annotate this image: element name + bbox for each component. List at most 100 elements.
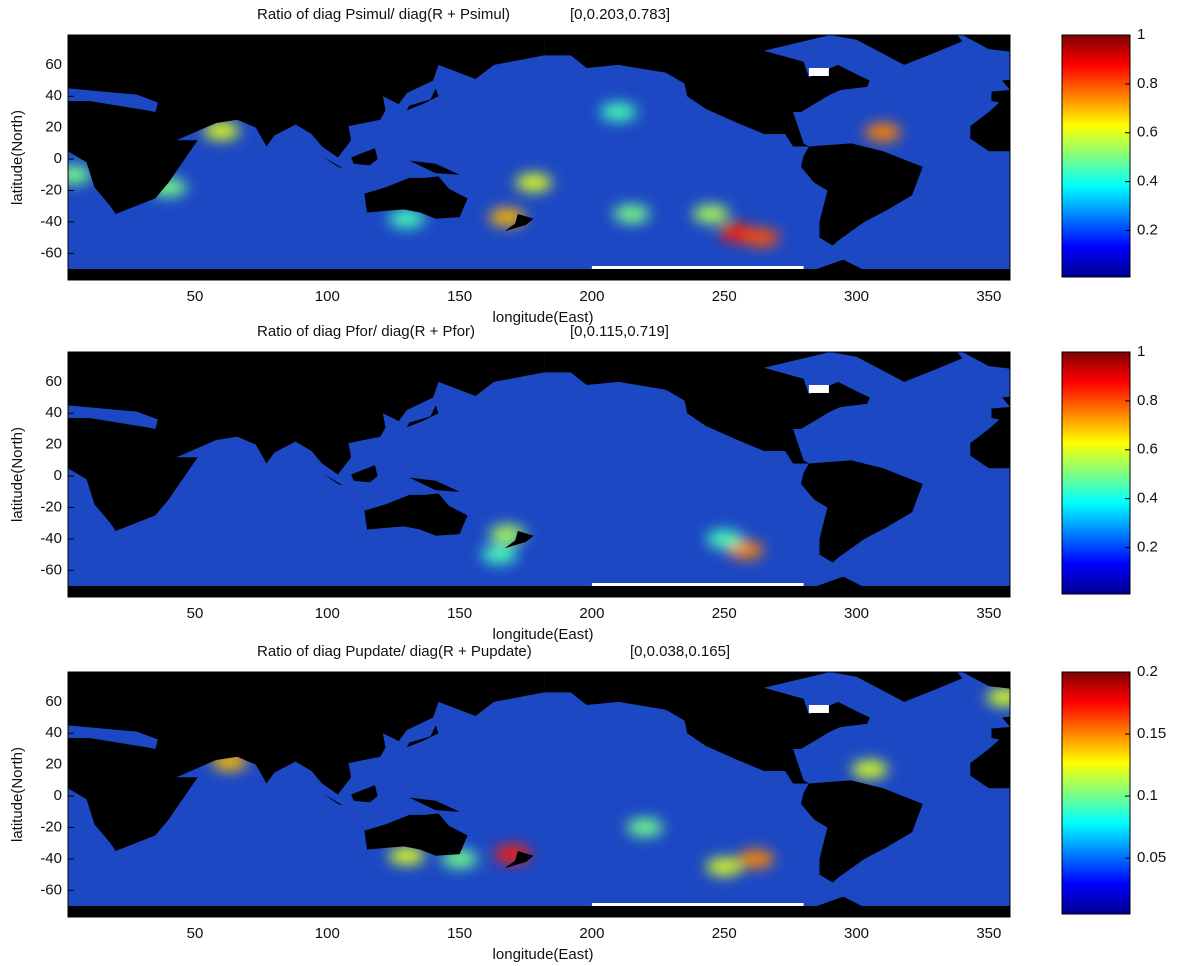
axes-frame (67, 34, 1011, 281)
sea-ice (808, 67, 829, 76)
colorbar-tick-label: 0.6 (1137, 124, 1158, 141)
x-axis-label: longitude(East) (493, 946, 594, 963)
x-tick-label: 300 (844, 925, 869, 942)
land (351, 148, 378, 166)
land (351, 785, 378, 803)
land (68, 417, 198, 532)
land (314, 468, 344, 486)
colorbar-tick-label: 0.1 (1137, 787, 1158, 804)
land (504, 851, 534, 869)
land (962, 352, 1010, 469)
land (351, 465, 378, 483)
chart-title: Ratio of diag Psimul/ diag(R + Psimul) (257, 6, 510, 23)
chart-title: Ratio of diag Pfor/ diag(R + Pfor) (257, 323, 475, 340)
x-tick-label: 250 (712, 925, 737, 942)
x-tick-label: 100 (315, 288, 340, 305)
y-tick-label: 20 (45, 119, 62, 136)
colorbar-tick-label: 0.8 (1137, 392, 1158, 409)
x-tick-label: 50 (187, 605, 204, 622)
y-tick-label: -60 (40, 561, 62, 578)
map-area (68, 672, 1010, 917)
land (544, 352, 870, 464)
y-tick-label: 0 (54, 150, 62, 167)
hotspot (481, 545, 518, 564)
land (406, 725, 439, 748)
land (830, 35, 963, 65)
land (800, 460, 923, 563)
land (68, 672, 545, 795)
colorbar-tick-label: 0.8 (1137, 75, 1158, 92)
sea-ice (808, 384, 829, 393)
x-tick-label: 350 (976, 288, 1001, 305)
y-tick-label: 40 (45, 87, 62, 104)
colorbar-tick-label: 0.05 (1137, 849, 1166, 866)
land (409, 160, 460, 175)
land (409, 797, 460, 812)
hotspot (600, 102, 637, 121)
colorbar-tick-label: 0.2 (1137, 222, 1158, 239)
x-tick-label: 300 (844, 288, 869, 305)
hotspot (851, 760, 888, 779)
y-tick-label: -60 (40, 244, 62, 261)
y-tick-label: -40 (40, 530, 62, 547)
land (68, 35, 545, 158)
land (962, 672, 1010, 789)
colorbar-tick-label: 1 (1137, 26, 1145, 43)
x-tick-label: 150 (447, 925, 472, 942)
y-axis-label: latitude(North) (9, 427, 26, 522)
land (544, 35, 870, 147)
colorbar-tick-label: 1 (1137, 343, 1145, 360)
sea-ice (591, 266, 804, 270)
x-tick-label: 200 (579, 925, 604, 942)
land (406, 405, 439, 428)
hotspot (388, 209, 425, 228)
colorbar (1061, 671, 1131, 915)
y-tick-label: -20 (40, 498, 62, 515)
hotspot (613, 205, 650, 224)
land (830, 672, 963, 702)
land (830, 352, 963, 382)
colorbar (1061, 351, 1131, 595)
hotspots (68, 102, 901, 247)
y-tick-label: -40 (40, 213, 62, 230)
y-axis-label: latitude(North) (9, 110, 26, 205)
x-tick-label: 250 (712, 288, 737, 305)
axes-frame (67, 351, 1011, 598)
range-annotation: [0,0.038,0.165] (630, 643, 730, 660)
hotspots (481, 525, 764, 564)
land (68, 352, 545, 475)
map-area (68, 352, 1010, 597)
y-tick-label: -40 (40, 850, 62, 867)
land (68, 906, 1010, 917)
hotspot (388, 846, 425, 865)
hotspot (626, 818, 663, 837)
x-tick-label: 100 (315, 605, 340, 622)
range-annotation: [0,0.203,0.783] (570, 6, 670, 23)
hotspot (515, 173, 552, 192)
hotspot (986, 688, 1010, 707)
colorbar-tick-label: 0.2 (1137, 663, 1158, 680)
hotspot (864, 123, 901, 142)
range-annotation: [0,0.115,0.719] (570, 323, 669, 340)
x-tick-label: 100 (315, 925, 340, 942)
colorbar (1061, 34, 1131, 278)
land (816, 896, 862, 907)
land (68, 269, 1010, 280)
land (504, 214, 534, 232)
land (364, 813, 468, 856)
land (68, 100, 198, 215)
colorbar-tick-label: 0.4 (1137, 173, 1158, 190)
hotspot (706, 857, 743, 876)
y-tick-label: -20 (40, 818, 62, 835)
land (504, 531, 534, 549)
x-tick-label: 350 (976, 605, 1001, 622)
sea-ice (591, 583, 804, 587)
panel: 50 100 150 200 250 300 350 -60 -40 -20 0 20 40 60 long… (9, 643, 1166, 963)
panel: 50 100 150 200 250 300 350 -60 -40 -20 0 20 40 60 long… (9, 6, 1158, 326)
y-tick-label: 60 (45, 56, 62, 73)
land (314, 151, 344, 169)
y-tick-label: 60 (45, 373, 62, 390)
hotspot (203, 121, 240, 140)
land (314, 788, 344, 806)
